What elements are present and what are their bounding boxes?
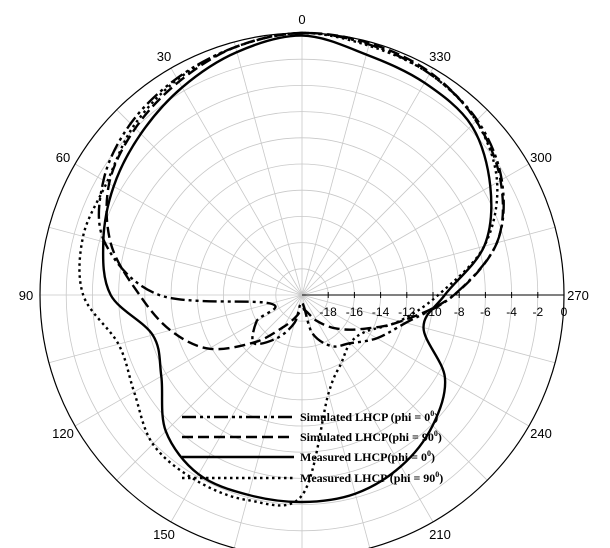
legend-label-2: Simulated LHCP(phi = 900)	[300, 429, 442, 444]
radial-tick-label: -4	[506, 305, 517, 319]
series-curve-4	[78, 31, 499, 507]
radial-tick-label: 0	[561, 305, 568, 319]
radial-tick-label: -8	[454, 305, 465, 319]
angle-tick-label: 30	[157, 49, 171, 64]
legend: Simulated LHCP (phi = 00) Simulated LHCP(…	[182, 409, 443, 485]
polar-grid	[39, 32, 565, 548]
angle-tick-label: 270	[567, 288, 589, 303]
radial-tick-label: -2	[532, 305, 543, 319]
angle-tick-label: 0	[298, 12, 305, 27]
legend-label-1: Simulated LHCP (phi = 00)	[300, 409, 438, 424]
angle-tick-label: 150	[153, 527, 175, 542]
series-curve-1	[97, 31, 505, 348]
angle-tick-label: 120	[52, 426, 74, 441]
axis-labels: -18 -16 -14 -12 -10 -8 -6 -4 -2 0 0 30 60 90 120 150 210…	[19, 12, 589, 542]
radial-tick-label: -16	[346, 305, 364, 319]
radial-tick-label: -18	[320, 305, 338, 319]
radial-tick-label: -6	[480, 305, 491, 319]
radial-tick-label: -14	[372, 305, 390, 319]
angle-tick-label: 240	[530, 426, 552, 441]
angle-tick-label: 300	[530, 150, 552, 165]
angle-tick-label: 330	[429, 49, 451, 64]
angle-tick-label: 210	[429, 527, 451, 542]
angle-tick-label: 60	[56, 150, 70, 165]
radial-tick-label: -10	[424, 305, 442, 319]
series-curve-3	[101, 34, 493, 504]
radial-tick-label: -12	[398, 305, 416, 319]
legend-label-3: Measured LHCP(phi = 00)	[300, 449, 435, 464]
series-layer	[78, 31, 505, 507]
series-curve-2	[105, 31, 505, 351]
angle-tick-label: 90	[19, 288, 33, 303]
legend-label-4: Measured LHCP (phi = 900)	[300, 470, 443, 485]
